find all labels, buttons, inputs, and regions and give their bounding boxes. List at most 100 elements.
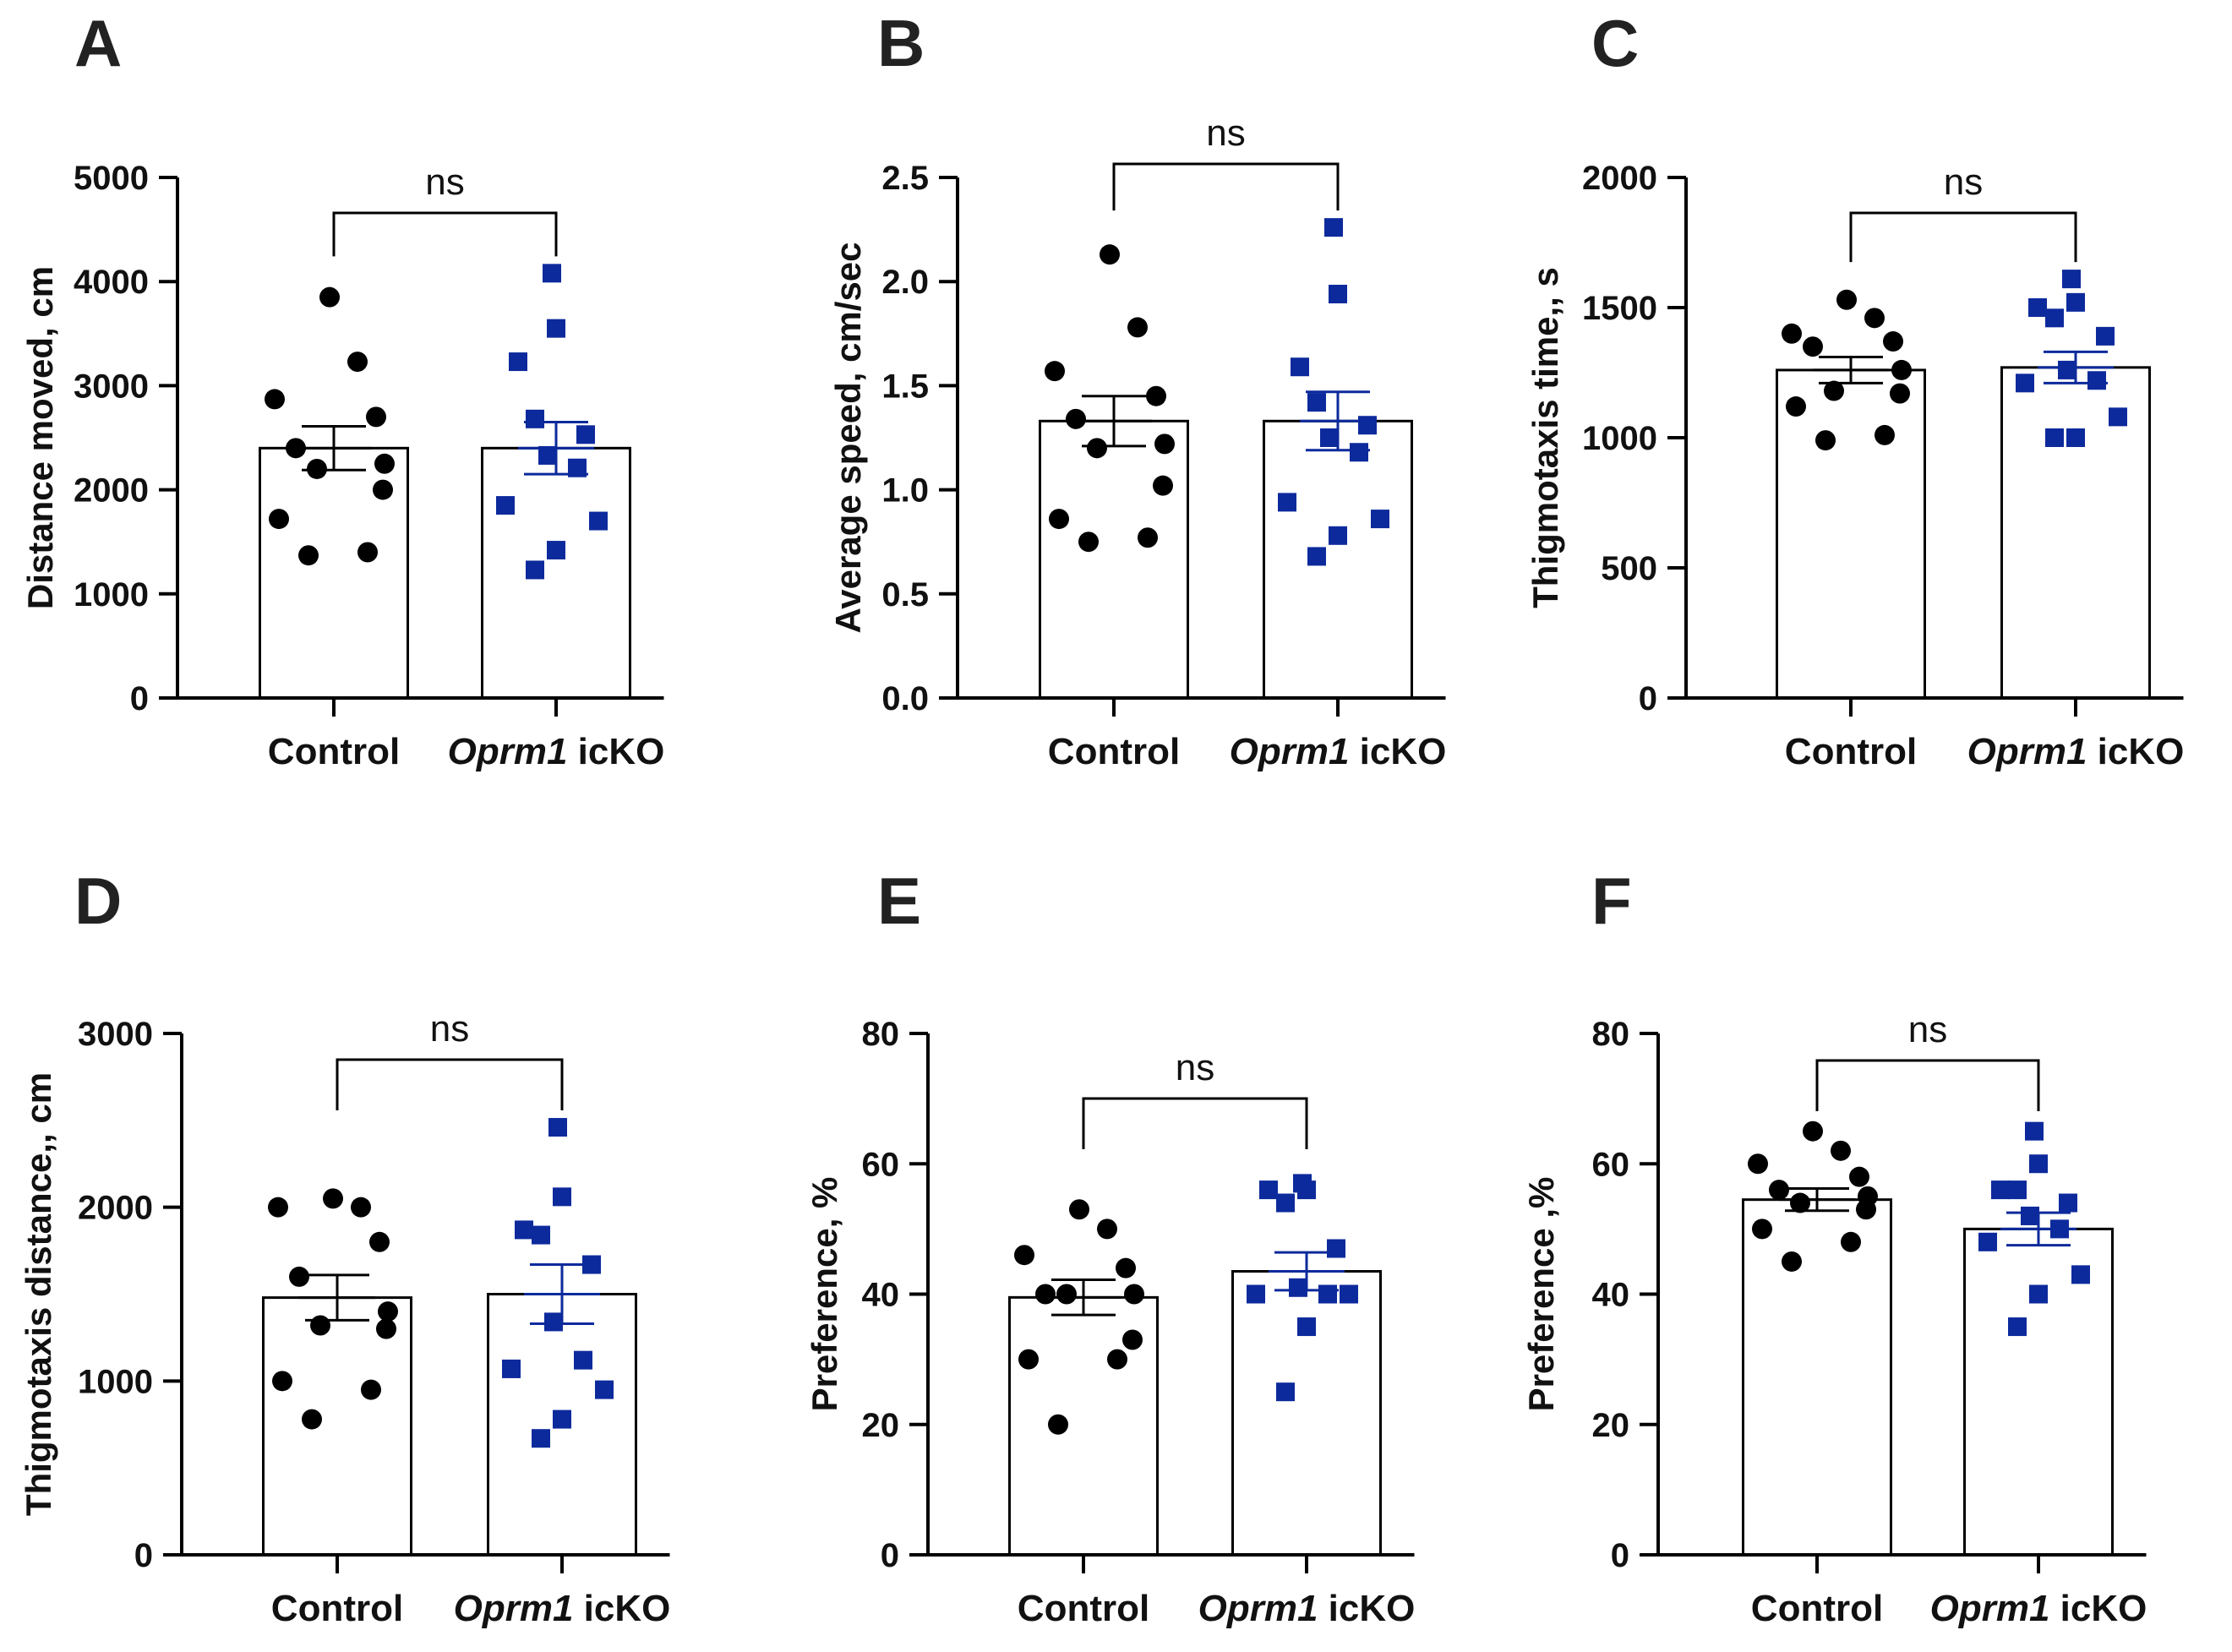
y-tick-label: 3000: [78, 1016, 153, 1053]
data-point-icko: [1259, 1180, 1278, 1200]
y-tick-label: 1000: [1582, 420, 1657, 457]
data-point-icko: [1307, 393, 1326, 412]
data-point-control: [1841, 1231, 1861, 1252]
panel-f: F 0 20 40 60 80 Control Oprm1 icKO Preference ,%…: [1521, 864, 2147, 1629]
data-point-control: [1786, 396, 1806, 417]
y-tick-label: 80: [862, 1016, 900, 1053]
data-point-control: [289, 1266, 309, 1287]
data-point-control: [1097, 1219, 1117, 1240]
data-point-control: [323, 1188, 343, 1209]
category-text: Control: [1018, 1588, 1149, 1629]
data-point-control: [1048, 1414, 1068, 1435]
x-tick-label: Oprm1 icKO: [1198, 1588, 1416, 1629]
significance-label: ns: [1176, 1047, 1214, 1088]
data-point-icko: [1327, 1239, 1345, 1258]
panel-letter: A: [74, 6, 122, 80]
data-point-icko: [589, 511, 608, 531]
significance-bracket: [332, 211, 558, 257]
data-point-control: [347, 352, 368, 373]
data-point-icko: [553, 1187, 571, 1207]
x-tick-label: Control: [1048, 731, 1180, 772]
x-tick-label: Control: [271, 1588, 403, 1629]
bar-icko: [1963, 1227, 2114, 1557]
data-point-control: [1864, 308, 1885, 329]
category-gene-name: Oprm1: [1967, 731, 2087, 772]
y-tick-label: 2000: [78, 1190, 153, 1227]
data-point-control: [1748, 1153, 1768, 1175]
y-tick-label: 20: [862, 1407, 900, 1444]
y-tick-label: 40: [1592, 1277, 1630, 1314]
significance-label: ns: [1944, 161, 1983, 203]
data-point-icko: [2062, 270, 2081, 289]
data-point-control: [351, 1197, 371, 1218]
category-suffix: icKO: [573, 1588, 670, 1629]
data-point-control: [1100, 244, 1120, 265]
data-point-control: [1035, 1284, 1056, 1305]
data-point-icko: [2071, 1265, 2090, 1284]
data-point-control: [265, 389, 285, 410]
data-point-icko: [2008, 1317, 2027, 1337]
data-point-icko: [1320, 428, 1339, 447]
category-suffix: icKO: [1318, 1588, 1415, 1629]
data-point-control: [268, 1197, 288, 1218]
data-point-icko: [543, 264, 561, 283]
data-point-icko: [548, 1118, 567, 1137]
significance-bracket: [336, 1058, 564, 1110]
data-point-icko: [1340, 1284, 1358, 1304]
data-point-control: [1018, 1349, 1039, 1370]
data-point-icko: [2066, 292, 2085, 312]
y-tick-label: 1000: [74, 576, 149, 613]
data-point-control: [366, 406, 386, 428]
significance-bracket: [1815, 1059, 2040, 1111]
bar-icko: [1263, 419, 1413, 700]
data-point-control: [1049, 509, 1069, 530]
data-point-control: [1782, 1251, 1802, 1272]
bar-icko: [2000, 366, 2151, 700]
category-suffix: icKO: [2049, 1588, 2147, 1629]
x-tick-label: Oprm1 icKO: [454, 1588, 671, 1629]
data-point-control: [1069, 1199, 1089, 1220]
y-tick-label: 60: [862, 1146, 900, 1183]
data-point-control: [1831, 1140, 1851, 1161]
data-point-icko: [526, 409, 544, 428]
category-suffix: icKO: [1349, 731, 1446, 772]
data-point-icko: [574, 1350, 592, 1370]
category-gene-name: Oprm1: [454, 1588, 574, 1629]
data-point-control: [1875, 424, 1895, 445]
y-axis-label: Preference, %: [805, 1177, 844, 1412]
data-point-control: [369, 1231, 390, 1252]
data-point-control: [376, 1318, 396, 1339]
data-point-icko: [2029, 1284, 2048, 1304]
data-point-control: [1890, 383, 1910, 404]
data-point-control: [310, 1315, 330, 1336]
data-point-icko: [2045, 308, 2064, 328]
data-point-icko: [568, 458, 587, 477]
data-point-control: [1803, 336, 1823, 357]
data-point-icko: [2058, 360, 2076, 379]
data-point-icko: [2016, 373, 2034, 393]
category-text: Control: [1048, 731, 1180, 772]
y-tick-label: 0: [1639, 680, 1657, 717]
significance-label: ns: [425, 161, 464, 203]
y-tick-label: 1.5: [881, 368, 929, 405]
data-point-control: [302, 1409, 322, 1430]
data-point-icko: [2028, 298, 2047, 317]
data-point-icko: [1318, 1284, 1337, 1304]
y-tick-label: 80: [1592, 1016, 1630, 1053]
x-tick-label: Control: [1751, 1588, 1883, 1629]
data-point-icko: [1278, 493, 1296, 512]
data-point-icko: [576, 425, 595, 444]
panel-e: E 0 20 40 60 80 Control Oprm1 icKO Preference, %…: [805, 864, 1415, 1629]
data-point-icko: [2021, 1206, 2039, 1225]
data-point-control: [1124, 1284, 1144, 1305]
y-tick-label: 5000: [74, 160, 149, 197]
data-point-icko: [547, 541, 565, 560]
x-tick-label: Oprm1 icKO: [1230, 731, 1447, 772]
y-axis-label: Average speed, cm/sec: [828, 242, 868, 633]
y-tick-label: 0: [134, 1537, 153, 1574]
category-gene-name: Oprm1: [1198, 1588, 1318, 1629]
data-point-control: [357, 542, 378, 563]
data-point-icko: [2087, 371, 2106, 390]
data-point-icko: [1289, 1278, 1307, 1297]
y-tick-label: 0.0: [881, 680, 929, 717]
